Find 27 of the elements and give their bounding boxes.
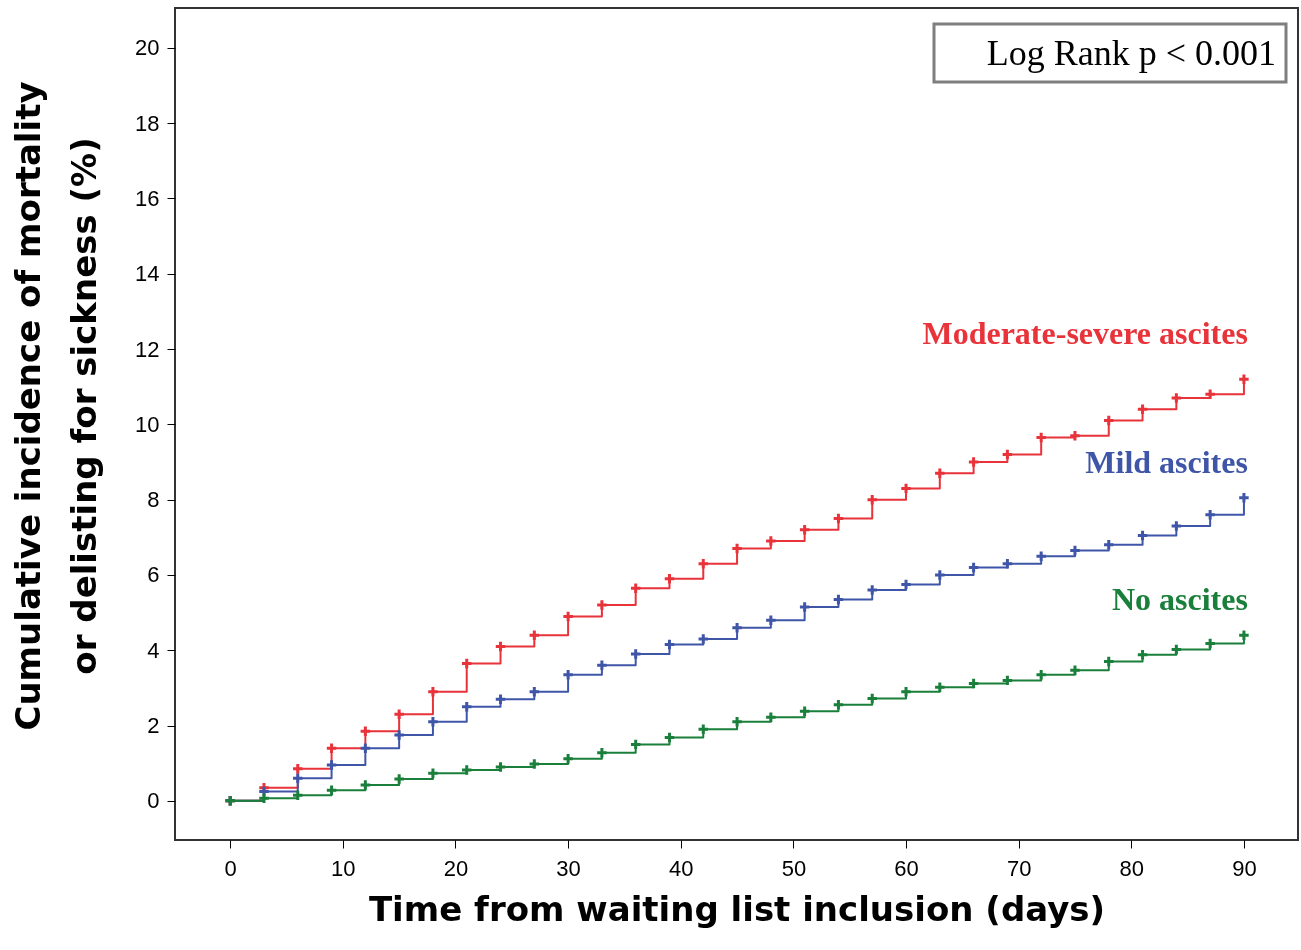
- x-tick-label: 0: [224, 855, 237, 881]
- y-tick-label: 18: [135, 110, 160, 136]
- y-tick-label: 10: [135, 411, 160, 437]
- x-tick-label: 30: [556, 855, 581, 881]
- y-tick-label: 0: [147, 788, 160, 814]
- x-tick-label: 80: [1119, 855, 1145, 881]
- series-label: Mild ascites: [1085, 443, 1248, 480]
- x-tick-label: 50: [781, 855, 807, 881]
- annotation: Log Rank p < 0.001: [986, 33, 1276, 73]
- series-label: No ascites: [1111, 581, 1248, 618]
- y-axis-title: Cumulative incidence of mortality or delisting for sickness (%): [8, 81, 104, 731]
- y-tick-label: 4: [147, 637, 160, 663]
- x-axis-title: Time from waiting list inclusion (days): [368, 888, 1106, 929]
- y-tick-label: 20: [135, 35, 160, 61]
- y-tick-label: 6: [147, 562, 160, 588]
- x-tick-label: 10: [331, 855, 356, 881]
- y-tick-label: 12: [135, 336, 160, 362]
- x-tick-label: 70: [1006, 855, 1032, 881]
- y-tick-label: 14: [135, 261, 160, 287]
- series-label: Moderate-severe ascites: [922, 315, 1248, 352]
- x-tick-label: 20: [443, 855, 469, 881]
- x-tick-label: 90: [1232, 855, 1257, 881]
- y-tick-label: 8: [147, 487, 160, 513]
- y-tick-label: 2: [147, 713, 160, 739]
- x-tick-label: 60: [894, 855, 919, 881]
- y-tick-label: 16: [135, 185, 160, 211]
- x-tick-label: 40: [669, 855, 694, 881]
